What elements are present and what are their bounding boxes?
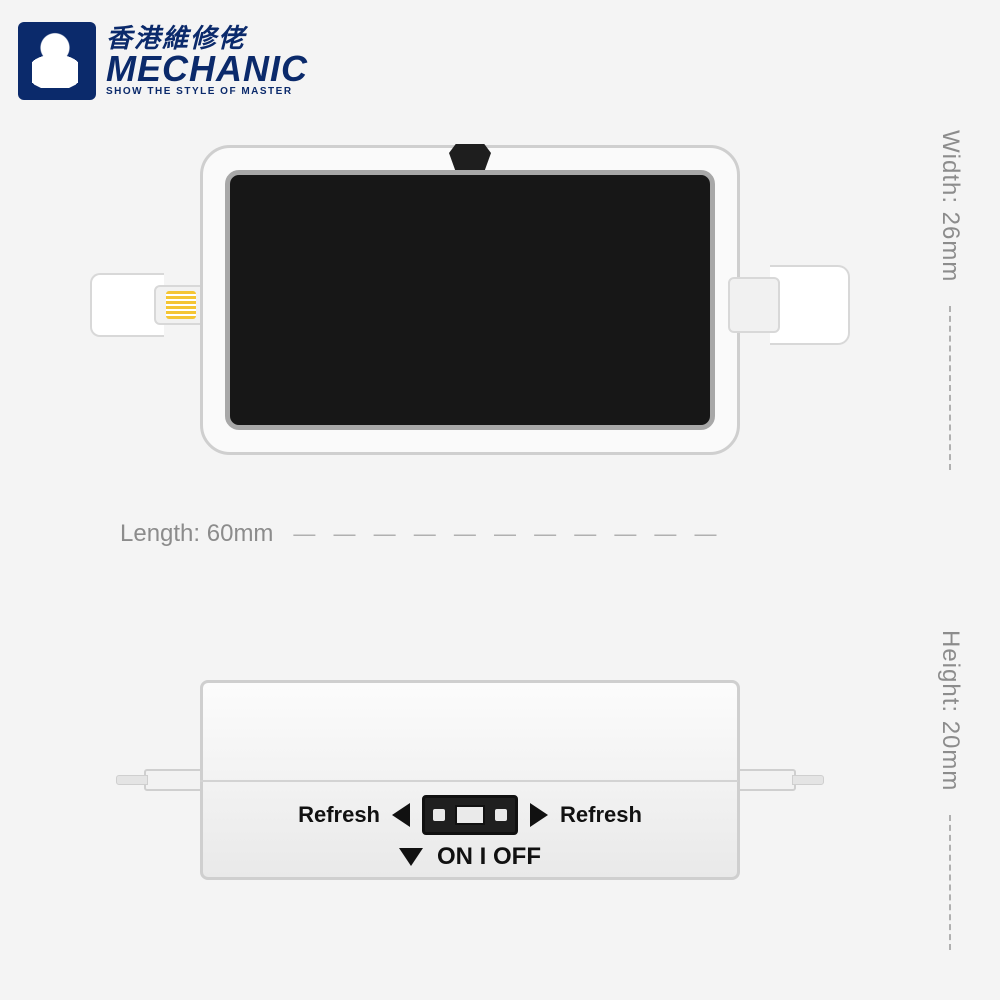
length-guide-line: — — — — — — — — — — —: [293, 521, 722, 547]
mode-switch[interactable]: [422, 795, 518, 835]
arrow-left-icon: [392, 803, 410, 827]
arrow-right-icon: [530, 803, 548, 827]
height-guide-line: [949, 815, 951, 950]
device-side-view: Refresh Refresh ON I OFF: [90, 650, 850, 910]
side-connector-left-icon: [144, 769, 202, 791]
dimension-length: Length: 60mm — — — — — — — — — — —: [120, 520, 723, 548]
usb-connector-icon: [730, 249, 850, 361]
logo-avatar-icon: [18, 22, 96, 100]
logo-english: MECHANIC: [106, 51, 308, 87]
height-label: Height: 20mm: [936, 630, 964, 791]
device-screen: [225, 170, 715, 430]
device-body-side: Refresh Refresh ON I OFF: [200, 680, 740, 880]
lightning-connector-icon: [90, 255, 210, 355]
refresh-left-label: Refresh: [298, 802, 380, 828]
side-connector-right-icon: [738, 769, 796, 791]
onoff-row: ON I OFF: [203, 843, 737, 871]
onoff-label: ON I OFF: [437, 843, 541, 871]
switch-row: Refresh Refresh: [203, 795, 737, 835]
logo-tagline: SHOW THE STYLE OF MASTER: [106, 87, 308, 97]
refresh-right-label: Refresh: [560, 802, 642, 828]
width-guide-line: [949, 306, 951, 470]
device-front-view: [90, 125, 850, 485]
width-label: Width: 26mm: [936, 130, 964, 282]
switch-knob-icon: [455, 805, 485, 825]
arrow-down-icon: [399, 848, 423, 866]
dimension-width: Width: 26mm: [930, 130, 970, 470]
logo-text: 香港維修佬 MECHANIC SHOW THE STYLE OF MASTER: [106, 25, 308, 97]
dimension-height: Height: 20mm: [930, 630, 970, 950]
length-label: Length: 60mm: [120, 520, 273, 548]
brand-logo: 香港維修佬 MECHANIC SHOW THE STYLE OF MASTER: [18, 18, 378, 104]
device-body-front: [200, 145, 740, 455]
